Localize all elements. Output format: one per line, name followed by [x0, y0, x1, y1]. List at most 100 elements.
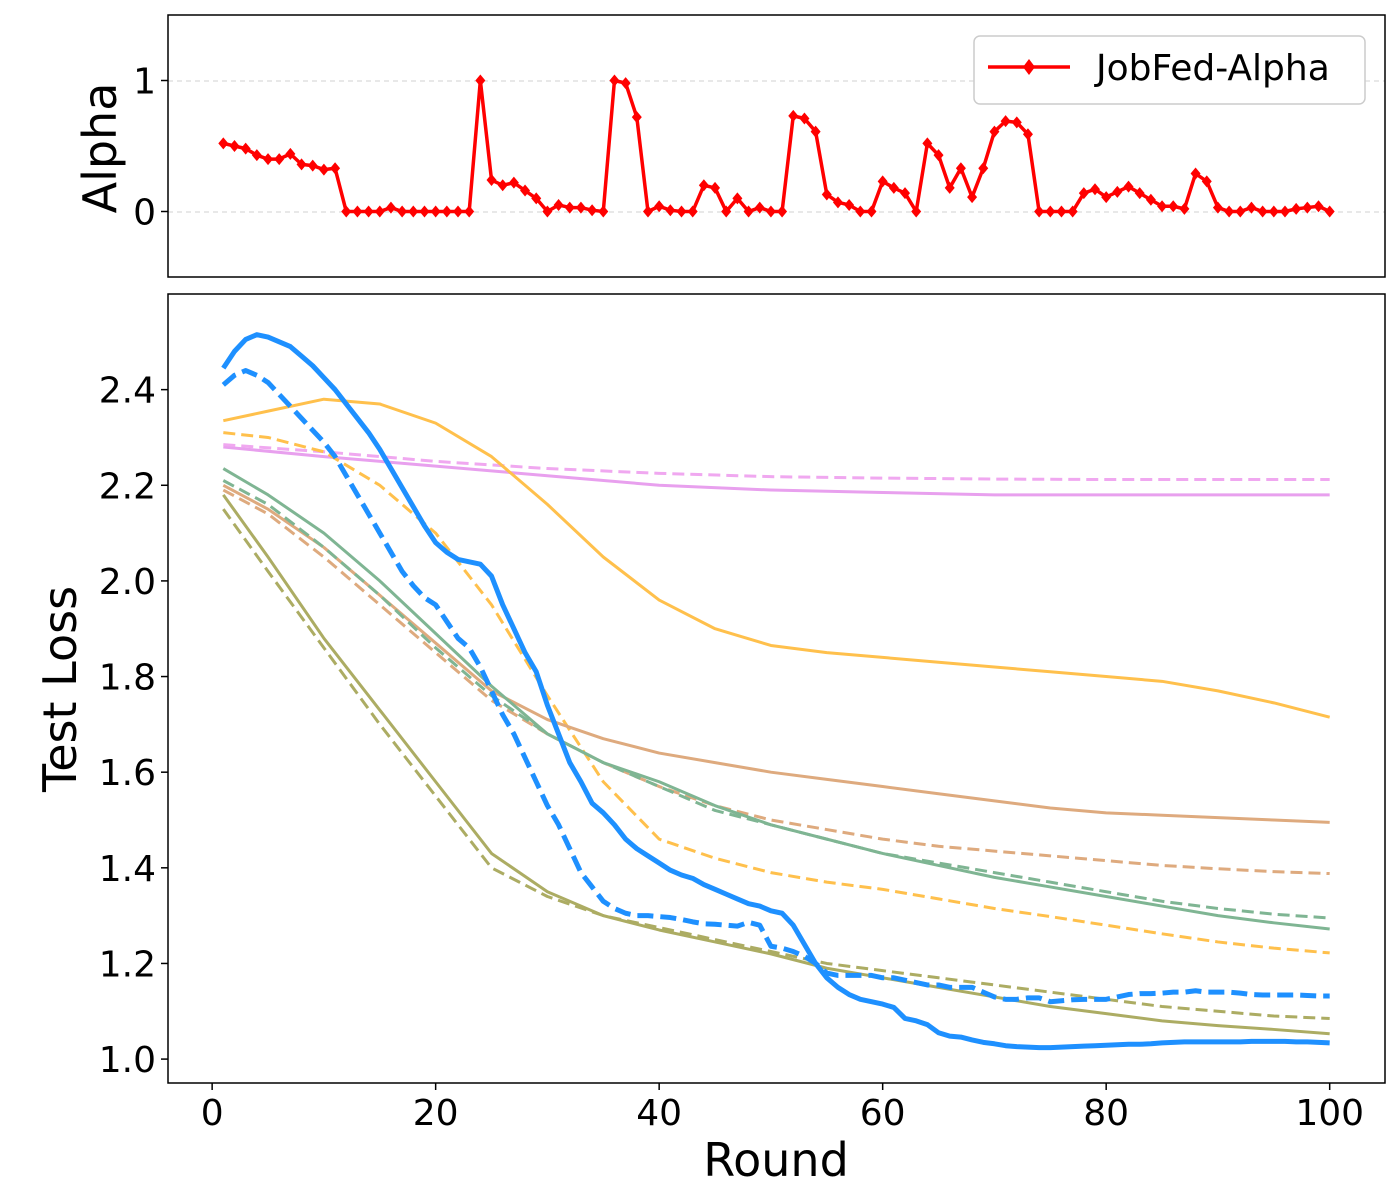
alpha-point	[520, 184, 531, 197]
alpha-point	[642, 205, 653, 218]
alpha-point	[1246, 201, 1257, 214]
alpha-point	[1067, 205, 1078, 218]
alpha-point	[665, 204, 676, 217]
alpha-y-tick-label: 1	[133, 62, 156, 103]
loss-series-line-3	[223, 397, 1331, 719]
alpha-point	[911, 205, 922, 218]
x-tick-label: 20	[413, 1093, 459, 1134]
alpha-point	[1268, 205, 1279, 218]
alpha-point	[508, 176, 519, 189]
loss-series-line-6	[222, 488, 1330, 876]
alpha-point	[575, 201, 586, 214]
alpha-point	[1134, 187, 1145, 200]
alpha-point	[888, 181, 899, 194]
alpha-point	[620, 77, 631, 90]
alpha-point	[754, 201, 765, 214]
alpha-point	[1034, 205, 1045, 218]
alpha-point	[1112, 185, 1123, 198]
loss-series-line-7	[222, 467, 1330, 931]
loss-y-ticks: 1.0 1.2 1.4 1.6 1.8 2.0 2.2 2.4	[99, 371, 168, 1081]
alpha-point	[430, 205, 441, 218]
alpha-point	[497, 179, 508, 192]
loss-y-axis-label: Test Loss	[33, 586, 87, 793]
alpha-point	[1302, 201, 1313, 214]
alpha-point	[1257, 205, 1268, 218]
loss-y-tick-label: 2.4	[99, 371, 156, 412]
test-loss-panel: 1.0 1.2 1.4 1.6 1.8 2.0 2.2 2.4 0 20 40 60 80 100 Te…	[33, 293, 1386, 1187]
alpha-point	[821, 188, 832, 201]
alpha-point	[1089, 183, 1100, 196]
alpha-point	[967, 191, 978, 204]
alpha-point	[1045, 205, 1056, 218]
alpha-point	[810, 125, 821, 138]
alpha-point	[542, 205, 553, 218]
alpha-point	[1313, 200, 1324, 213]
alpha-point	[944, 181, 955, 194]
alpha-point	[263, 153, 274, 166]
loss-series-line-5	[222, 483, 1330, 824]
alpha-point	[788, 109, 799, 122]
alpha-point	[385, 201, 396, 214]
alpha-point	[1201, 175, 1212, 188]
alpha-point	[553, 198, 564, 211]
alpha-point	[631, 111, 642, 124]
alpha-point	[933, 149, 944, 162]
alpha-point	[408, 205, 419, 218]
alpha-point	[698, 179, 709, 192]
alpha-point	[866, 205, 877, 218]
alpha-point	[1157, 200, 1168, 213]
alpha-point	[799, 112, 810, 125]
alpha-point	[978, 162, 989, 175]
alpha-y-tick-label: 0	[133, 193, 156, 234]
loss-y-tick-label: 1.4	[99, 849, 156, 890]
alpha-point	[419, 205, 430, 218]
alpha-axes-frame	[167, 14, 1386, 278]
alpha-point	[1212, 201, 1223, 214]
alpha-point	[877, 175, 888, 188]
alpha-point	[1279, 205, 1290, 218]
alpha-point	[1011, 116, 1022, 129]
loss-series-line-9	[222, 493, 1330, 1036]
loss-x-ticks: 0 20 40 60 80 100	[201, 1083, 1364, 1134]
alpha-point	[855, 205, 866, 218]
alpha-point	[318, 163, 329, 176]
alpha-point	[609, 74, 620, 87]
alpha-series	[218, 74, 1335, 218]
legend: JobFed-Alpha	[973, 35, 1366, 105]
loss-series-line-8	[222, 479, 1330, 920]
alpha-point	[1291, 202, 1302, 215]
alpha-series-line	[222, 78, 1331, 214]
alpha-point	[374, 205, 385, 218]
alpha-point	[441, 205, 452, 218]
loss-y-tick-label: 1.2	[99, 944, 156, 985]
alpha-point	[598, 205, 609, 218]
alpha-point	[710, 181, 721, 194]
alpha-point	[900, 187, 911, 200]
alpha-point	[989, 125, 1000, 138]
alpha-point	[475, 74, 486, 87]
alpha-point	[832, 196, 843, 209]
alpha-point	[687, 205, 698, 218]
alpha-point	[777, 205, 788, 218]
loss-series-group	[221, 332, 1331, 1051]
alpha-point	[1179, 202, 1190, 215]
legend-frame	[973, 35, 1366, 105]
alpha-point	[1056, 205, 1067, 218]
alpha-point	[285, 147, 296, 160]
alpha-point	[274, 153, 285, 166]
alpha-point	[955, 162, 966, 175]
alpha-point	[922, 137, 933, 150]
alpha-point	[453, 205, 464, 218]
alpha-point	[1190, 167, 1201, 180]
x-tick-label: 100	[1295, 1093, 1364, 1134]
alpha-point	[564, 201, 575, 214]
alpha-point	[341, 205, 352, 218]
loss-series-line-12	[221, 368, 1330, 1005]
alpha-y-ticks: 01	[133, 62, 168, 234]
alpha-point	[1022, 128, 1033, 141]
x-tick-label: 60	[860, 1093, 906, 1134]
loss-series-line-2	[223, 443, 1330, 482]
x-tick-label: 40	[636, 1093, 682, 1134]
loss-y-tick-label: 2.0	[99, 562, 156, 603]
loss-axes-frame	[167, 293, 1386, 1084]
